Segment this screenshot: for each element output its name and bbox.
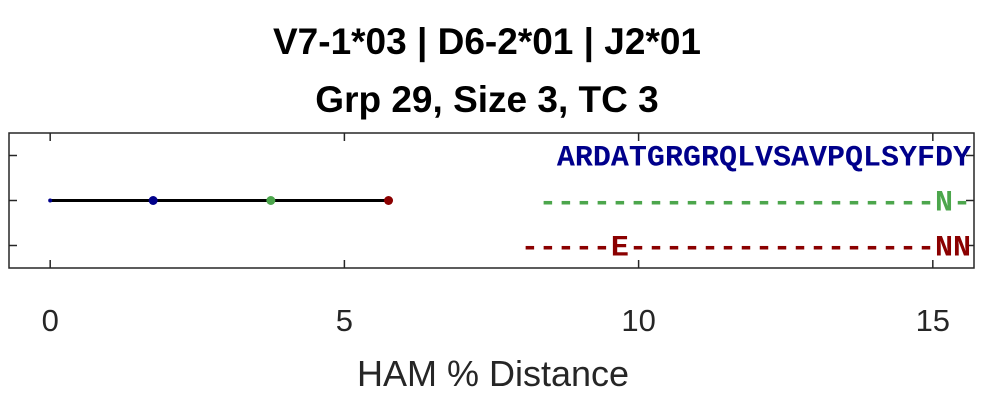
- sequence-row-2: ----------------------N-: [539, 187, 971, 221]
- sequence-row-1: ARDATGRGRQLVSAVPQLSYFDY: [557, 142, 971, 176]
- tree-node-0: [48, 198, 53, 203]
- x-tick-label-0: 0: [42, 303, 59, 338]
- tree-node-1: [148, 196, 158, 205]
- x-tick-label-5: 5: [336, 303, 353, 338]
- x-axis-label: HAM % Distance: [357, 353, 629, 394]
- chart-title-line-2: Grp 29, Size 3, TC 3: [315, 79, 658, 120]
- tree-node-2: [266, 196, 276, 205]
- tree-plot: [48, 196, 394, 205]
- x-ticks: 0 5 10 15: [9, 133, 974, 338]
- tree-node-3: [384, 196, 394, 205]
- x-tick-label-10: 10: [621, 303, 655, 338]
- x-tick-label-15: 15: [916, 303, 950, 338]
- sequence-alignment: ARDATGRGRQLVSAVPQLSYFDY -----------------…: [521, 142, 971, 266]
- sequence-row-3: -----E-----------------NN: [521, 232, 971, 266]
- chart-title-line-1: V7-1*03 | D6-2*01 | J2*01: [273, 21, 701, 63]
